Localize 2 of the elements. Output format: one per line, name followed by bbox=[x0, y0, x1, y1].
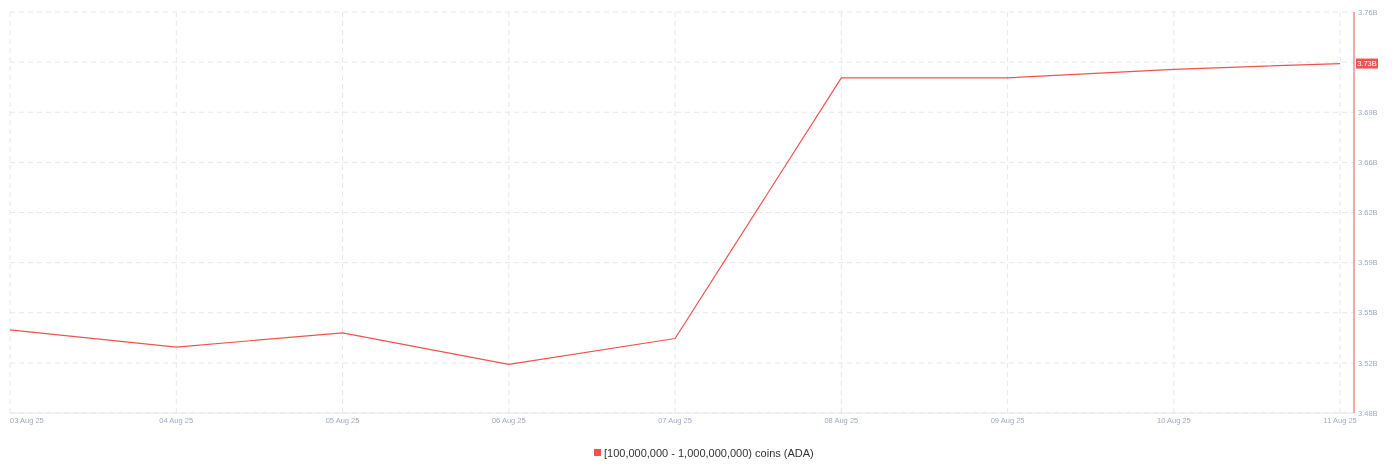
legend-label: [100,000,000 - 1,000,000,000) coins (ADA) bbox=[604, 446, 814, 459]
line-series bbox=[9, 62, 1341, 365]
